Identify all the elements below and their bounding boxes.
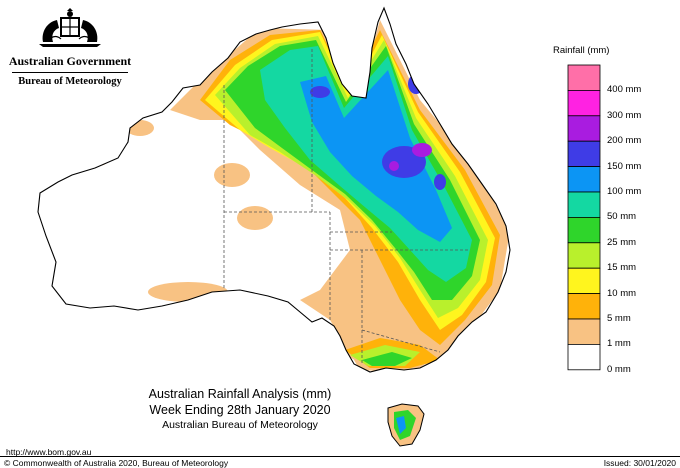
rain-patch-150mm	[310, 86, 330, 98]
legend-label: 200 mm	[607, 135, 642, 147]
legend-label: 5 mm	[607, 313, 631, 324]
legend-swatch	[567, 267, 601, 294]
legend-label: 100 mm	[607, 186, 642, 197]
government-branding: Australian Government Bureau of Meteorol…	[8, 8, 132, 87]
copyright-text: © Commonwealth of Australia 2020, Bureau…	[4, 458, 229, 468]
legend-label: 15 mm	[607, 262, 637, 274]
rain-patch-200mm	[412, 143, 432, 157]
government-name: Australian Government	[8, 54, 132, 68]
header-divider	[12, 72, 128, 73]
coat-of-arms-icon	[39, 8, 101, 47]
legend-label: 10 mm	[607, 287, 637, 299]
map-subtitle: Week Ending 28th January 2020	[149, 403, 331, 417]
legend-label: 300 mm	[607, 109, 642, 121]
issued-date: Issued: 30/01/2020	[603, 458, 676, 468]
mainland-outline	[37, 6, 511, 373]
legend-swatch	[567, 115, 601, 142]
map-source: Australian Bureau of Meteorology	[162, 419, 318, 431]
legend-swatch	[567, 140, 601, 167]
legend-label: 0 mm	[607, 363, 631, 375]
legend-swatch	[567, 216, 601, 244]
website-url: http://www.bom.gov.au	[6, 447, 92, 457]
rain-patch-150mm	[408, 74, 424, 94]
map-title: Australian Rainfall Analysis (mm)	[148, 387, 332, 401]
rain-patch-150mm	[434, 174, 446, 190]
legend-swatch	[567, 191, 601, 218]
rain-patch-200mm	[389, 161, 399, 171]
legend-label: 1 mm	[607, 338, 631, 350]
bureau-name: Bureau of Meteorology	[18, 76, 122, 87]
legend-title: Rainfall (mm)	[553, 45, 610, 56]
state-borders	[223, 48, 470, 365]
legend-swatch	[567, 89, 601, 117]
rain-patch-1mm	[214, 163, 250, 187]
rain-patch-1mm	[237, 206, 273, 230]
legend-label: 25 mm	[607, 236, 637, 248]
legend-swatch	[567, 166, 601, 193]
tasmania-rain-band	[396, 416, 406, 434]
legend-swatch	[567, 293, 601, 320]
legend-swatch	[567, 318, 601, 345]
footer-divider	[0, 456, 680, 457]
rain-band-25mm	[362, 352, 412, 366]
legend-label: 50 mm	[607, 211, 637, 223]
rain-band-100mm	[300, 70, 452, 242]
legend-swatch	[567, 64, 601, 91]
legend-swatch	[567, 343, 601, 371]
map-title-block: Australian Rainfall Analysis (mm) Week E…	[120, 386, 360, 432]
rainfall-legend	[567, 64, 601, 371]
legend-swatch	[567, 242, 601, 269]
legend-label: 400 mm	[607, 84, 642, 96]
legend-label: 150 mm	[607, 160, 642, 172]
